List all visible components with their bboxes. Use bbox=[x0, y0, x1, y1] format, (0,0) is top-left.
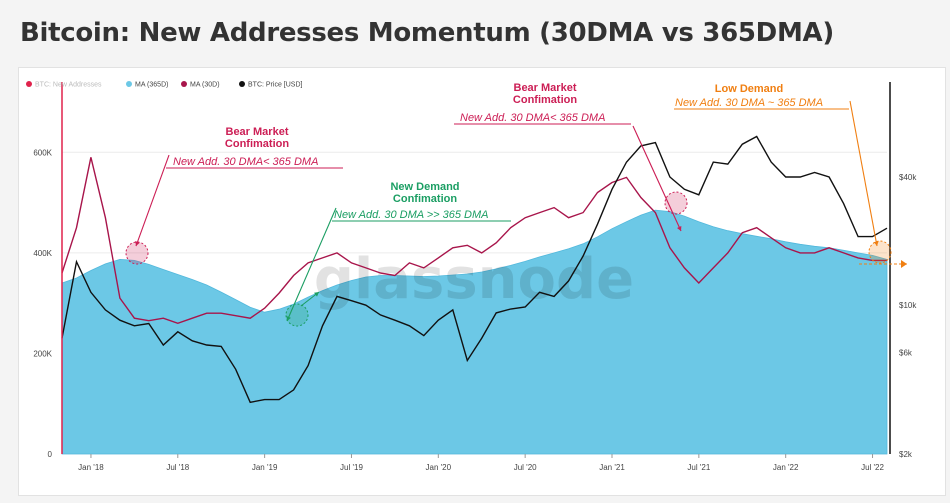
y-right-tick-label: $6k bbox=[899, 348, 913, 357]
x-tick-label: Jul '22 bbox=[861, 463, 884, 472]
legend-label: MA (365D) bbox=[135, 82, 168, 89]
x-tick-label: Jan '22 bbox=[773, 463, 799, 472]
y-right-tick-label: $2k bbox=[899, 450, 913, 459]
annotation-arrowhead bbox=[873, 241, 879, 246]
annotation-highlight-circle bbox=[285, 303, 309, 327]
y-left-tick-label: 200K bbox=[33, 349, 52, 358]
annotation-heading: Confimation bbox=[225, 138, 289, 150]
y-right-tick-label: $10k bbox=[899, 301, 917, 310]
annotation-arrowhead bbox=[901, 260, 907, 268]
annotation-text: New Add. 30 DMA< 365 DMA bbox=[460, 112, 605, 124]
y-left-tick-label: 600K bbox=[33, 148, 52, 157]
ma365-area-series bbox=[61, 209, 888, 455]
ma30-line-series bbox=[61, 157, 887, 325]
annotation-text: New Add. 30 DMA ~ 365 DMA bbox=[675, 97, 823, 109]
annotation-heading: New Demand bbox=[390, 181, 459, 193]
x-tick-label: Jul '19 bbox=[340, 463, 363, 472]
x-tick-label: Jul '21 bbox=[687, 463, 710, 472]
legend-label: BTC: Price [USD] bbox=[248, 82, 303, 89]
price-line-series bbox=[61, 135, 888, 404]
x-tick-label: Jan '19 bbox=[252, 463, 278, 472]
chart-panel: glassnode 0 200K 400K 600K $2k $6k $10k $40k Jan… bbox=[18, 67, 946, 496]
annotation-highlight-circle bbox=[125, 241, 149, 265]
watermark-text: glassnode bbox=[314, 247, 634, 312]
y-right-tick-label: $40k bbox=[899, 173, 917, 182]
legend-swatch bbox=[126, 81, 132, 87]
annotation-arrowhead bbox=[676, 226, 682, 231]
annotation-heading: Bear Market bbox=[514, 82, 577, 94]
annotation-heading: Low Demand bbox=[715, 83, 783, 95]
x-tick-label: Jan '20 bbox=[426, 463, 452, 472]
x-tick-label: Jul '20 bbox=[514, 463, 537, 472]
annotation-arrow bbox=[286, 207, 337, 322]
y-left-tick-label: 0 bbox=[48, 450, 53, 459]
annotation-highlight-circle bbox=[664, 191, 688, 215]
legend-swatch bbox=[239, 81, 245, 87]
page-title: Bitcoin: New Addresses Momentum (30DMA v… bbox=[20, 18, 834, 48]
legend-swatch bbox=[26, 81, 32, 87]
new-addresses-momentum-chart: glassnode 0 200K 400K 600K $2k $6k $10k $40k Jan… bbox=[26, 81, 917, 472]
annotation-arrow bbox=[135, 154, 170, 247]
annotation-heading: Confimation bbox=[513, 94, 577, 106]
annotation-text: New Add. 30 DMA >> 365 DMA bbox=[334, 209, 488, 221]
annotation-highlight-circle bbox=[868, 240, 892, 264]
annotation-text: New Add. 30 DMA< 365 DMA bbox=[173, 156, 318, 168]
x-tick-label: Jan '21 bbox=[599, 463, 625, 472]
legend-swatch bbox=[181, 81, 187, 87]
annotation-arrowhead bbox=[314, 292, 319, 297]
legend-label: BTC: New Addresses bbox=[35, 82, 102, 89]
x-tick-label: Jan '18 bbox=[78, 463, 104, 472]
y-left-tick-label: 400K bbox=[33, 249, 52, 258]
x-tick-label: Jul '18 bbox=[166, 463, 189, 472]
legend-label: MA (30D) bbox=[190, 82, 220, 89]
annotation-arrowhead bbox=[286, 316, 291, 321]
annotation-heading: Confimation bbox=[393, 193, 457, 205]
annotation-heading: Bear Market bbox=[226, 126, 289, 138]
annotation-arrow bbox=[849, 100, 878, 247]
